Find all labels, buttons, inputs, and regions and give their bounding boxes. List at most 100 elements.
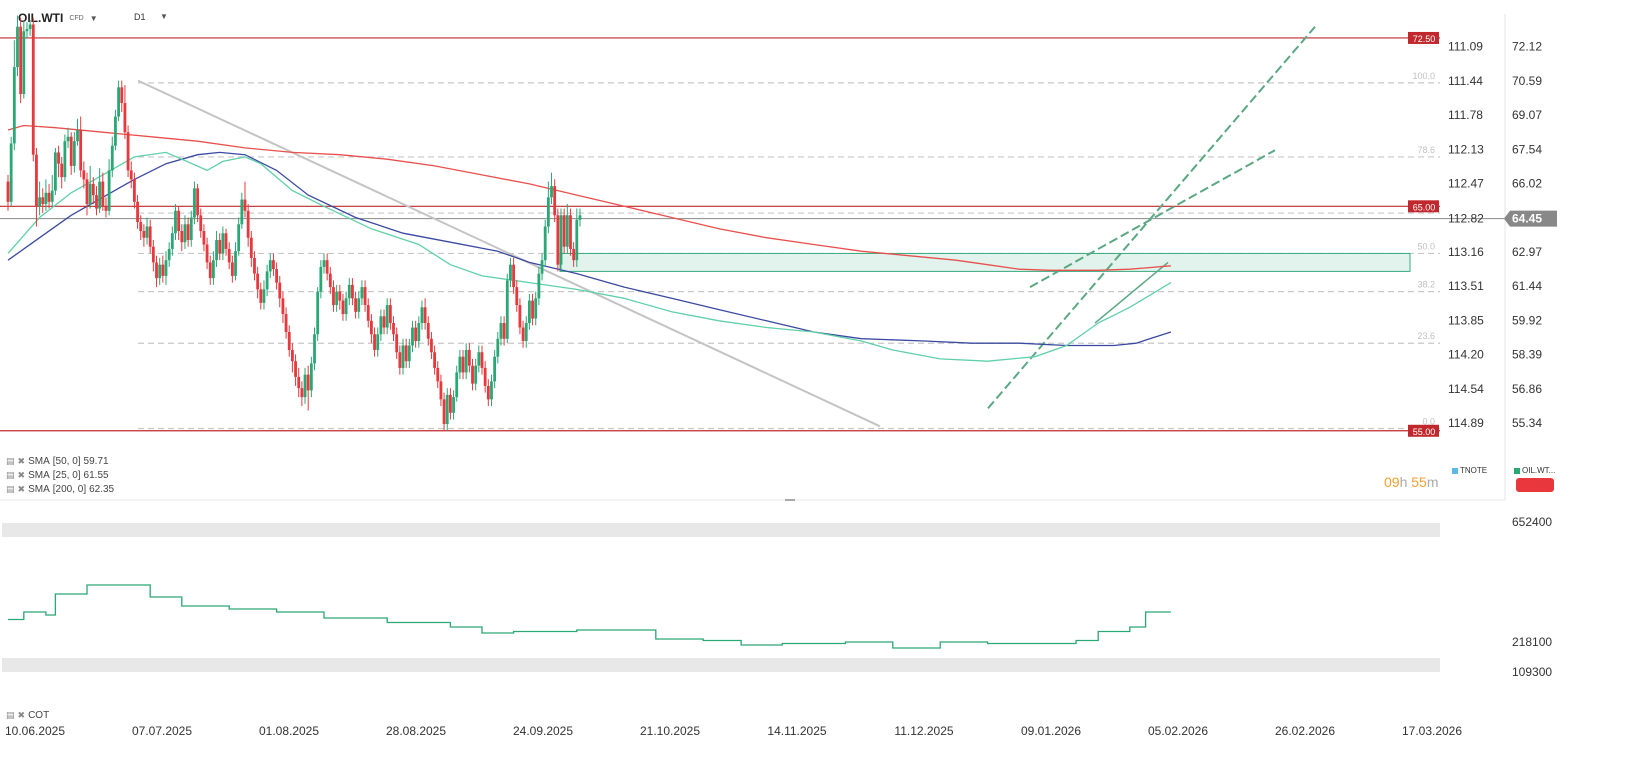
candle xyxy=(259,282,263,310)
candle-body xyxy=(328,273,332,288)
candle-body xyxy=(110,145,114,171)
compare-legend-oil[interactable]: OIL.WT... xyxy=(1514,466,1555,475)
candle xyxy=(161,255,165,283)
candle xyxy=(142,224,146,247)
candle-body xyxy=(528,300,531,324)
indicator-legend-sma200[interactable]: ▤ ✖ SMA [200, 0] 62.35 xyxy=(6,484,114,495)
candle xyxy=(155,255,158,288)
candle-body xyxy=(569,215,572,249)
candle xyxy=(490,374,493,407)
settings-icon[interactable]: ▤ xyxy=(6,456,15,466)
candle-body xyxy=(259,289,263,303)
candle-body xyxy=(325,260,329,274)
candle xyxy=(253,251,256,281)
indicator-name: COT xyxy=(28,710,50,721)
candle xyxy=(227,242,231,270)
key-level-label: 72.50 xyxy=(1413,34,1436,44)
y-tick-label-compare: 112.82 xyxy=(1448,212,1484,226)
candle xyxy=(407,338,411,368)
candle xyxy=(376,327,380,357)
candle xyxy=(524,316,528,348)
candle-body xyxy=(199,215,203,231)
candle xyxy=(294,354,297,386)
candle-body xyxy=(407,345,411,362)
candle-body xyxy=(47,192,51,202)
candle xyxy=(385,298,389,335)
candle-body xyxy=(351,284,354,299)
indicator-legend-sma25[interactable]: ▤ ✖ SMA [25, 0] 61.55 xyxy=(6,470,109,481)
candle-body xyxy=(546,197,550,227)
candle xyxy=(366,298,370,328)
x-tick-label: 14.11.2025 xyxy=(767,724,826,738)
candle xyxy=(91,177,95,205)
candle-body xyxy=(335,291,339,306)
candle xyxy=(25,22,29,38)
countdown-hours: 09 xyxy=(1384,474,1400,490)
indicator-name: SMA xyxy=(28,456,50,467)
cot-y-tick-label: 109300 xyxy=(1512,665,1552,679)
candle-body xyxy=(559,215,563,265)
candle-body xyxy=(6,181,10,202)
candle-body xyxy=(281,298,285,315)
candle xyxy=(284,307,288,339)
close-icon[interactable]: ✖ xyxy=(17,456,26,466)
x-tick-label: 28.08.2025 xyxy=(386,724,446,738)
compare-legend-tnote[interactable]: TNOTE xyxy=(1452,466,1487,475)
candle-body xyxy=(445,394,449,425)
y-tick-label: 70.59 xyxy=(1512,74,1542,88)
candle xyxy=(291,343,294,373)
candle xyxy=(467,343,471,373)
candle xyxy=(347,278,351,306)
candle-body xyxy=(436,367,440,382)
candle xyxy=(313,327,316,371)
timeframe-label[interactable]: D1 xyxy=(134,12,146,22)
candle xyxy=(332,280,335,312)
candle-body xyxy=(38,197,41,207)
close-icon[interactable]: ✖ xyxy=(17,710,26,720)
settings-icon[interactable]: ▤ xyxy=(6,484,15,494)
candle-body xyxy=(455,372,459,398)
candle-body xyxy=(249,237,253,258)
candle-body xyxy=(180,231,184,243)
timeframe-dropdown-icon[interactable]: ▼ xyxy=(160,12,168,21)
candle xyxy=(101,172,105,211)
indicator-legend-sma50[interactable]: ▤ ✖ SMA [50, 0] 59.71 xyxy=(6,456,109,467)
candle-body xyxy=(202,231,206,245)
candle xyxy=(505,273,509,344)
y-tick-label-compare: 112.13 xyxy=(1448,142,1484,156)
fib-level-label: 78.6 xyxy=(1417,145,1435,155)
candle-body xyxy=(515,287,519,306)
symbol-dropdown-icon[interactable]: ▼ xyxy=(89,13,98,23)
indicator-legend-cot[interactable]: ▤ ✖ COT xyxy=(6,710,49,721)
symbol-selector[interactable]: OIL.WTI CFD ▼ xyxy=(18,8,98,28)
candle-body xyxy=(145,226,149,238)
settings-icon[interactable]: ▤ xyxy=(6,710,15,720)
candle xyxy=(85,172,89,216)
candle-body xyxy=(562,215,566,247)
y-tick-label-compare: 114.20 xyxy=(1448,348,1484,362)
key-level-label: 65.00 xyxy=(1413,202,1436,212)
candle-body xyxy=(16,26,19,68)
candle-body xyxy=(480,352,484,368)
close-icon[interactable]: ✖ xyxy=(17,470,26,480)
color-swatch xyxy=(1452,467,1458,474)
sell-button[interactable] xyxy=(1516,478,1554,492)
candle-body xyxy=(521,327,525,341)
candle xyxy=(148,219,152,254)
candle-body xyxy=(50,190,54,202)
candle-body xyxy=(167,248,171,261)
candle-body xyxy=(486,385,490,400)
candle-body xyxy=(572,248,576,261)
candle-body xyxy=(360,287,364,299)
close-icon[interactable]: ✖ xyxy=(17,484,26,494)
candle-body xyxy=(123,103,127,133)
candle-body xyxy=(291,349,294,362)
candle xyxy=(66,127,70,148)
candle xyxy=(433,345,436,375)
cot-band-bottom xyxy=(2,658,1440,672)
candle-body xyxy=(442,399,446,425)
candle-body xyxy=(272,260,275,270)
settings-icon[interactable]: ▤ xyxy=(6,470,15,480)
x-tick-label: 26.02.2026 xyxy=(1275,724,1335,738)
